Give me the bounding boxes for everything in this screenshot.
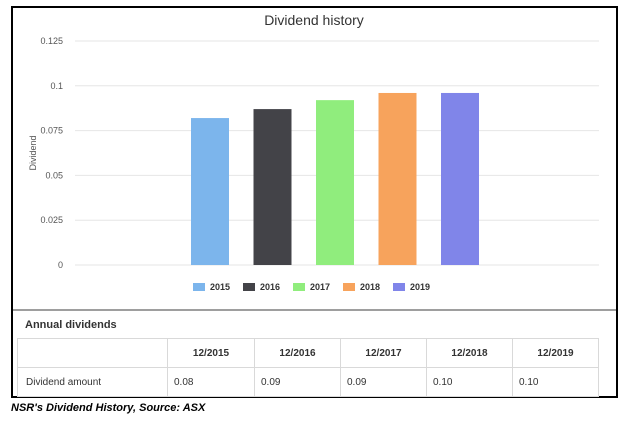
table-cell: 0.10 <box>426 367 513 397</box>
legend-label: 2019 <box>410 282 430 292</box>
table-cell: 0.10 <box>512 367 599 397</box>
bar-2016 <box>253 109 292 265</box>
row-label: Dividend amount <box>17 367 168 397</box>
bar-2018 <box>378 92 417 265</box>
dividend-chart: Dividend history 0 0.025 0.05 0.075 0.1 0.125 D… <box>28 12 599 292</box>
y-tick-label: 0.125 <box>40 36 63 46</box>
chart-frame: Dividend history 0 0.025 0.05 0.075 0.1 0.125 D… <box>11 6 618 398</box>
table-column-header: 12/2019 <box>512 338 599 368</box>
legend-label: 2016 <box>260 282 280 292</box>
section-divider <box>13 309 616 311</box>
y-tick-label: 0.075 <box>40 126 63 136</box>
table-column-header: 12/2018 <box>426 338 513 368</box>
chart-title: Dividend history <box>264 12 364 28</box>
legend-swatch <box>243 283 255 291</box>
bar-2017 <box>316 100 354 265</box>
legend-swatch <box>393 283 405 291</box>
legend-swatch <box>193 283 205 291</box>
y-tick-label: 0 <box>58 260 63 270</box>
table-corner-cell <box>17 338 168 368</box>
table-cell: 0.09 <box>254 367 341 397</box>
y-tick-label: 0.025 <box>40 215 63 225</box>
table-column-header: 12/2016 <box>254 338 341 368</box>
table-cell: 0.09 <box>340 367 427 397</box>
dividends-table: 12/2015 12/2016 12/2017 12/2018 12/2019 … <box>17 338 599 397</box>
y-axis-label: Dividend <box>28 135 38 170</box>
y-tick-label: 0.05 <box>45 170 63 180</box>
table-header-row: 12/2015 12/2016 12/2017 12/2018 12/2019 <box>17 338 599 368</box>
chart-area: Dividend history 0 0.025 0.05 0.075 0.1 0.125 D… <box>13 8 616 308</box>
figure-caption: NSR's Dividend History, Source: ASX <box>11 402 206 414</box>
bar-2019 <box>441 92 479 265</box>
table-column-header: 12/2017 <box>340 338 427 368</box>
table-cell: 0.08 <box>167 367 255 397</box>
bar-2015 <box>191 118 229 265</box>
legend-swatch <box>293 283 305 291</box>
legend-label: 2017 <box>310 282 330 292</box>
legend-label: 2018 <box>360 282 380 292</box>
table-column-header: 12/2015 <box>167 338 255 368</box>
table-row: Dividend amount 0.08 0.09 0.09 0.10 0.10 <box>17 367 599 397</box>
legend-swatch <box>343 283 355 291</box>
legend-label: 2015 <box>210 282 230 292</box>
table-title: Annual dividends <box>25 319 117 331</box>
y-tick-label: 0.1 <box>50 81 63 91</box>
